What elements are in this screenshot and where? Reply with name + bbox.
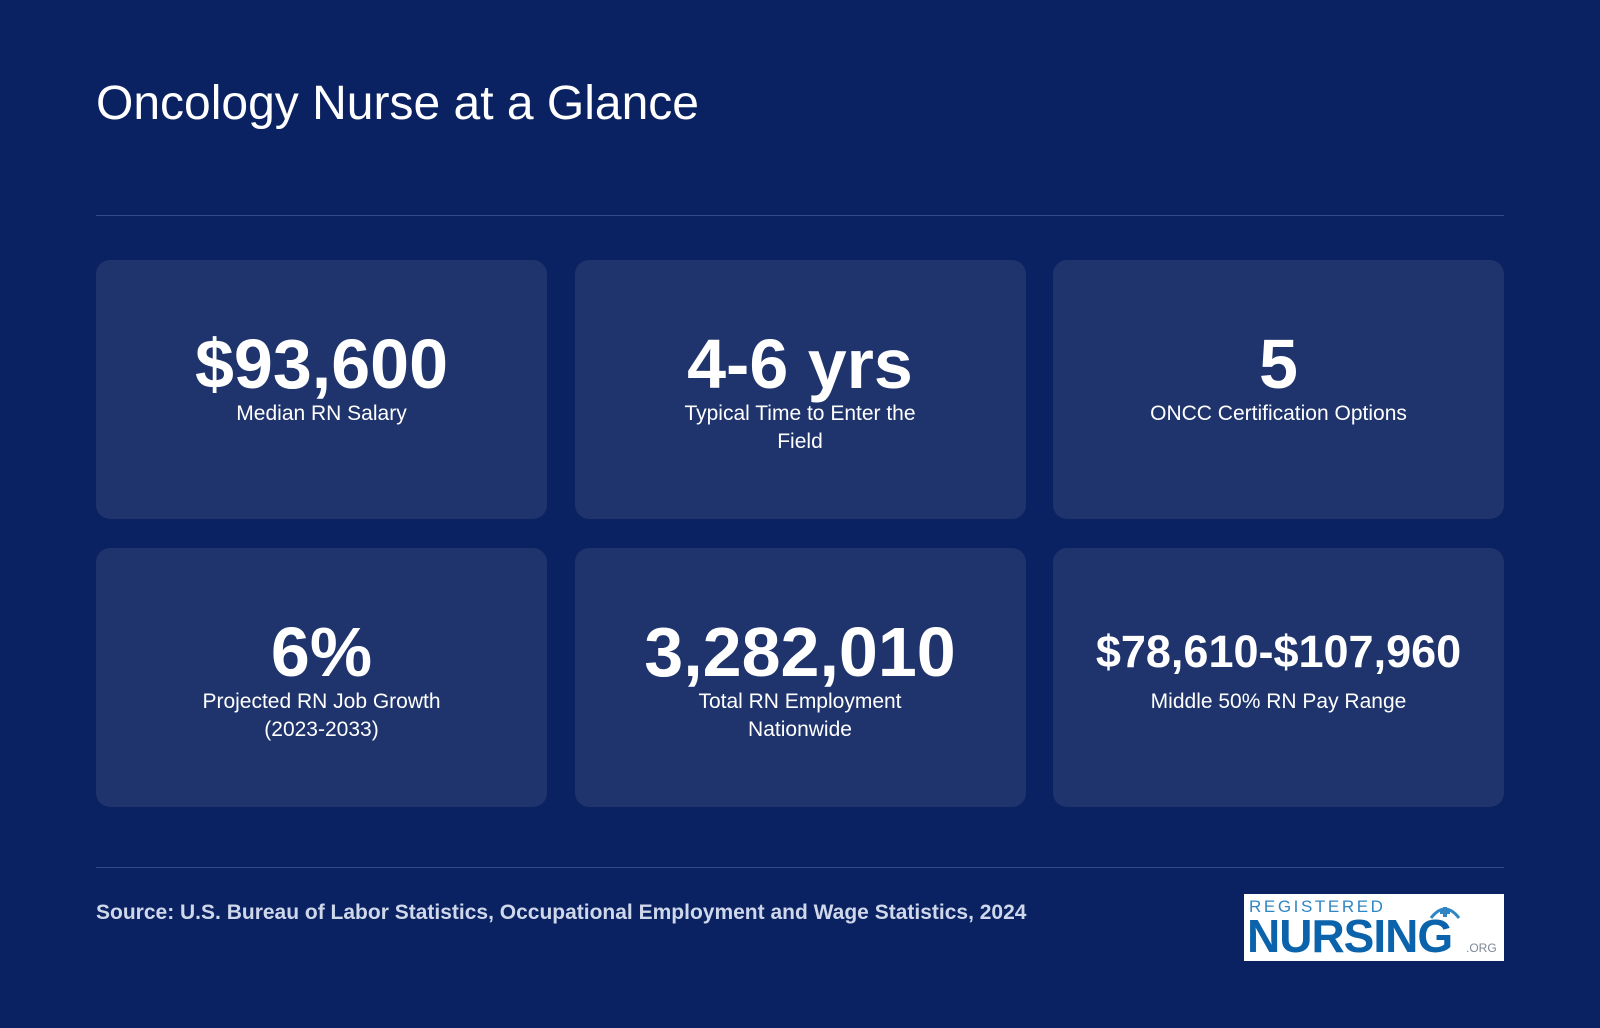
page-title: Oncology Nurse at a Glance xyxy=(96,77,699,130)
top-divider xyxy=(96,215,1504,216)
registered-nursing-logo[interactable]: REGISTERED NURSING .ORG xyxy=(1244,894,1504,961)
stat-label: Projected RN Job Growth (2023-2033) xyxy=(202,690,441,741)
stat-card-certification-options: 5 ONCC Certification Options xyxy=(1053,260,1504,519)
bottom-divider xyxy=(96,867,1504,868)
stat-card-median-salary: $93,600 Median RN Salary xyxy=(96,260,547,519)
logo-main-text: NURSING xyxy=(1247,910,1453,961)
stat-card-job-growth: 6% Projected RN Job Growth (2023-2033) xyxy=(96,548,547,807)
stats-grid: $93,600 Median RN Salary 4-6 yrs Typical… xyxy=(96,260,1504,807)
stat-card-total-employment: 3,282,010 Total RN Employment Nationwide xyxy=(574,548,1026,807)
stat-value: 6% xyxy=(270,613,373,691)
logo-suffix-text: .ORG xyxy=(1466,941,1497,955)
stat-value: $78,610-$107,960 xyxy=(1095,626,1462,677)
stat-value: 3,282,010 xyxy=(644,613,956,691)
logo-top-text: REGISTERED xyxy=(1249,897,1386,916)
stat-value: 5 xyxy=(1259,325,1298,403)
stat-value: 4-6 yrs xyxy=(687,325,913,403)
stat-label: ONCC Certification Options xyxy=(1150,402,1407,425)
stat-label: Total RN Employment Nationwide xyxy=(698,690,902,741)
stat-card-pay-range: $78,610-$107,960 Middle 50% RN Pay Range xyxy=(1053,548,1504,807)
stat-value: $93,600 xyxy=(194,325,449,403)
nurse-cap-icon xyxy=(1429,907,1461,919)
stat-label: Middle 50% RN Pay Range xyxy=(1150,690,1407,713)
stat-label: Typical Time to Enter the Field xyxy=(684,402,916,453)
source-citation: Source: U.S. Bureau of Labor Statistics,… xyxy=(96,901,1027,924)
stat-card-time-to-enter: 4-6 yrs Typical Time to Enter the Field xyxy=(574,260,1026,519)
stat-label: Median RN Salary xyxy=(236,402,407,425)
